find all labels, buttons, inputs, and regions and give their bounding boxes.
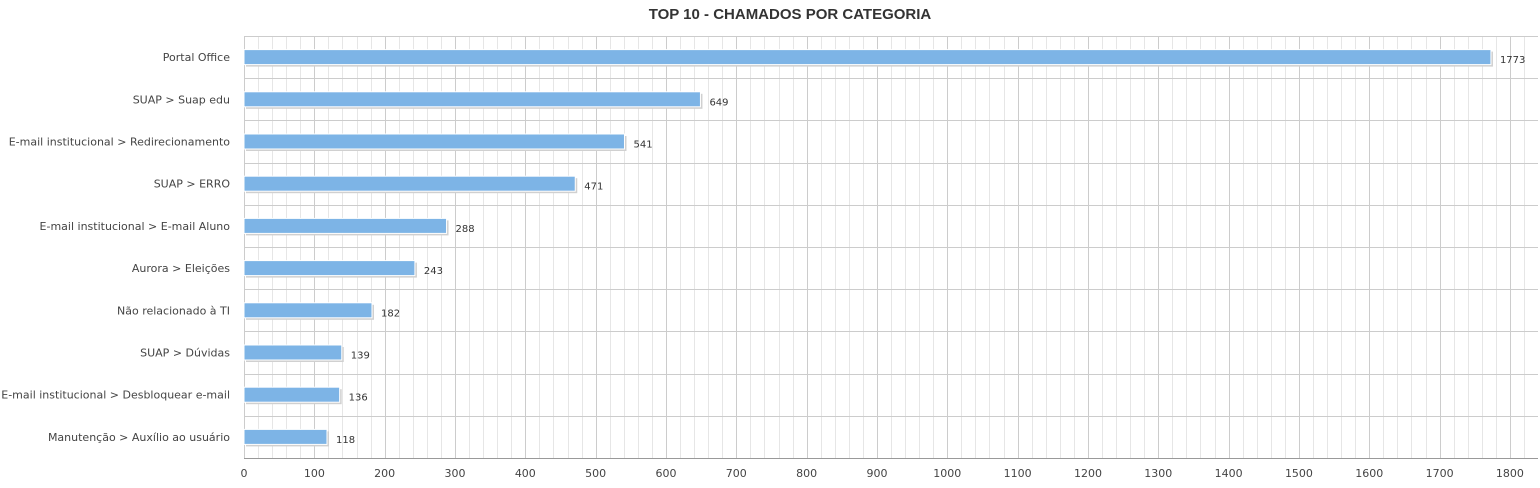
category-label: Aurora > Eleições	[132, 262, 230, 275]
value-label: 118	[336, 435, 355, 446]
bar	[243, 428, 328, 445]
category-label: SUAP > Suap edu	[133, 93, 230, 106]
bar	[243, 260, 416, 277]
x-tick-label: 800	[796, 467, 817, 480]
x-tick-label: 500	[585, 467, 606, 480]
value-label: 288	[456, 224, 475, 235]
value-label: 182	[381, 308, 400, 319]
bar	[243, 175, 576, 192]
category-label: E-mail institucional > Redirecionamento	[9, 136, 231, 149]
x-tick-label: 1200	[1074, 467, 1102, 480]
value-label: 136	[349, 393, 368, 404]
value-label: 541	[633, 140, 652, 151]
x-tick-label: 600	[655, 467, 676, 480]
chart-title: TOP 10 - CHAMADOS POR CATEGORIA	[649, 6, 932, 23]
bar	[243, 386, 341, 403]
x-tick-label: 400	[515, 467, 536, 480]
category-label: SUAP > Dúvidas	[140, 347, 230, 360]
value-label: 1773	[1500, 55, 1525, 66]
category-label: E-mail institucional > Desbloquear e-mai…	[1, 389, 230, 402]
x-tick-label: 1300	[1144, 467, 1172, 480]
x-tick-label: 1100	[1004, 467, 1032, 480]
bar	[243, 344, 343, 361]
x-tick-label: 0	[241, 467, 248, 480]
x-tick-label: 300	[444, 467, 465, 480]
x-tick-label: 700	[726, 467, 747, 480]
bar	[243, 217, 448, 234]
category-label: Manutenção > Auxílio ao usuário	[48, 431, 230, 444]
value-label: 649	[709, 97, 728, 108]
category-label: SUAP > ERRO	[154, 178, 231, 191]
x-tick-label: 1800	[1496, 467, 1524, 480]
x-tick-label: 1500	[1285, 467, 1313, 480]
category-label: Não relacionado à TI	[117, 304, 230, 317]
x-tick-label: 1000	[933, 467, 961, 480]
category-label: E-mail institucional > E-mail Aluno	[40, 220, 231, 233]
value-label: 139	[351, 351, 370, 362]
bar-layer	[243, 49, 1493, 447]
x-tick-label: 1600	[1355, 467, 1383, 480]
x-tick-label: 1700	[1426, 467, 1454, 480]
bar	[243, 133, 625, 150]
bar	[243, 91, 701, 108]
x-tick-label: 900	[866, 467, 887, 480]
x-tick-label: 1400	[1215, 467, 1243, 480]
x-tick-label: 100	[304, 467, 325, 480]
value-label: 471	[584, 182, 603, 193]
bar	[243, 49, 1492, 66]
label-layer: 0 100 200 300 400 500 600 700 800 900 1000 1100 1200…	[1, 51, 1525, 480]
category-label: Portal Office	[163, 51, 230, 64]
value-label: 243	[424, 266, 443, 277]
bar	[243, 302, 373, 319]
x-tick-label: 200	[374, 467, 395, 480]
